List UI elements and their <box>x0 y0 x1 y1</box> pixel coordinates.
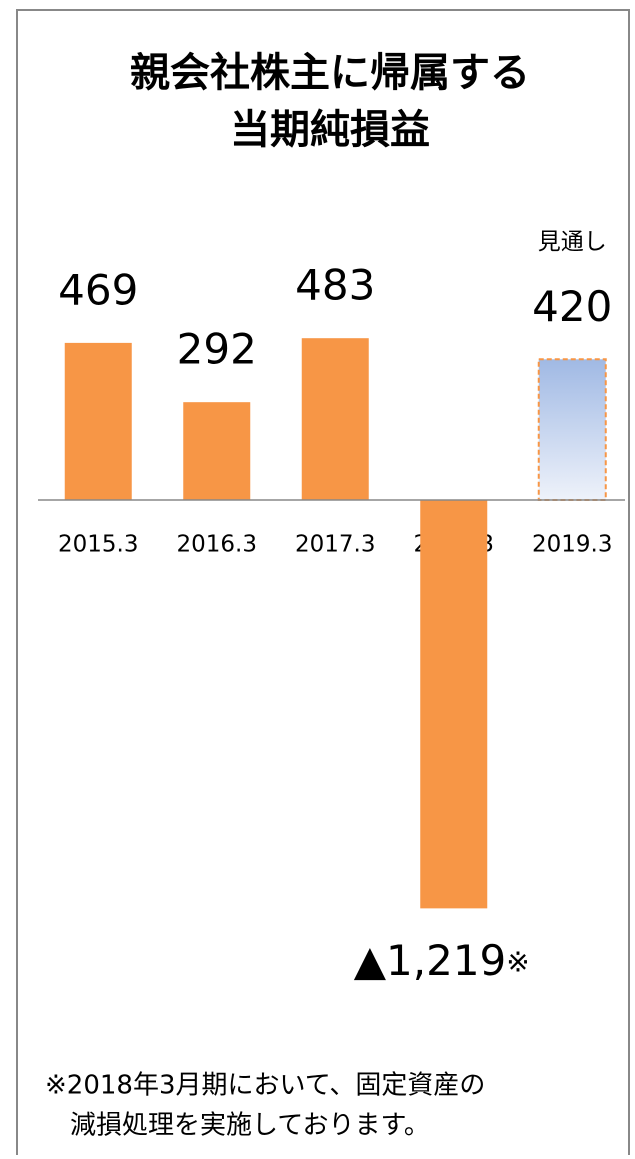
chart-title: 当期純損益 <box>230 107 430 153</box>
footnote: 減損処理を実施しております。 <box>70 1111 430 1141</box>
value-label: 483 <box>295 261 375 310</box>
x-tick-label: 2015.3 <box>58 532 138 558</box>
forecast-label: 見通し <box>538 229 607 255</box>
bar <box>183 402 251 500</box>
x-tick-label: 2019.3 <box>532 532 612 558</box>
frame <box>16 9 630 1159</box>
footnote: ※2018年3月期において、固定資産の <box>45 1071 485 1101</box>
bar <box>420 500 488 909</box>
value-label: 469 <box>58 265 138 314</box>
value-label: 420 <box>532 282 612 331</box>
bar <box>301 338 369 500</box>
bar <box>64 342 132 500</box>
x-tick-label: 2017.3 <box>295 532 375 558</box>
value-label: ▲1,219※ <box>354 936 530 985</box>
bar <box>537 358 607 501</box>
chart-title: 親会社株主に帰属する <box>130 50 530 96</box>
annotation: ※ <box>506 945 529 978</box>
x-tick-label: 2016.3 <box>177 532 257 558</box>
value-label: 292 <box>177 325 257 374</box>
